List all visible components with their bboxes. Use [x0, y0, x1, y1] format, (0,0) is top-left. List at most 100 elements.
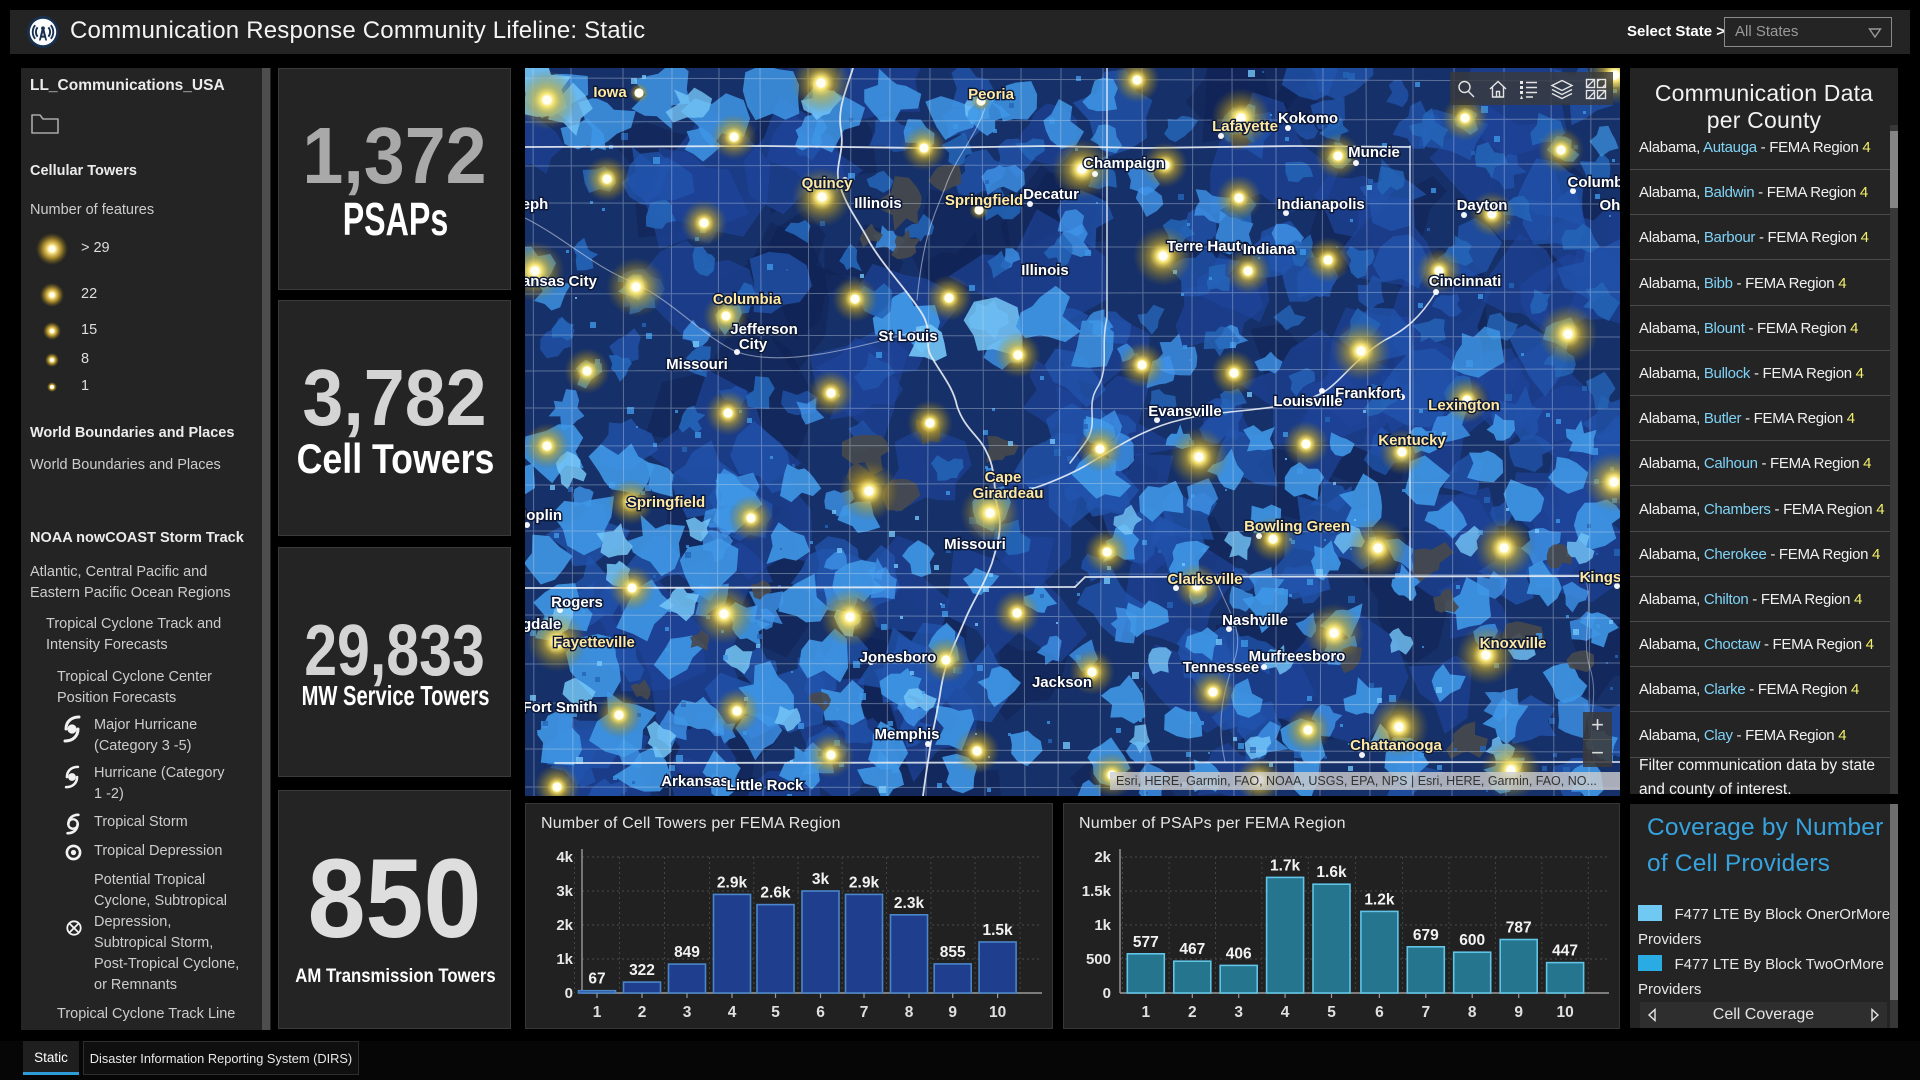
svg-text:Champaign: Champaign [1083, 155, 1165, 172]
svg-text:1.2k: 1.2k [1364, 891, 1395, 908]
svg-text:1.5k: 1.5k [983, 922, 1014, 939]
svg-text:Evansville: Evansville [1148, 403, 1221, 420]
svg-text:Muncie: Muncie [1348, 144, 1400, 161]
svg-text:eph: eph [525, 196, 548, 213]
svg-text:10: 10 [1556, 1004, 1573, 1021]
svg-text:2: 2 [1188, 1004, 1197, 1021]
svg-text:2.3k: 2.3k [894, 895, 925, 912]
svg-text:7: 7 [1421, 1004, 1430, 1021]
svg-text:Indianapolis: Indianapolis [1277, 196, 1365, 213]
svg-text:6: 6 [1375, 1004, 1384, 1021]
svg-text:Quincy: Quincy [802, 175, 854, 192]
svg-text:406: 406 [1226, 945, 1252, 962]
svg-text:Joplin: Joplin [525, 507, 562, 524]
svg-text:4k: 4k [556, 849, 573, 866]
svg-text:Clarksville: Clarksville [1167, 571, 1242, 588]
svg-text:Ohi: Ohi [1600, 197, 1621, 214]
svg-text:Columbu: Columbu [1568, 174, 1621, 191]
svg-text:2.9k: 2.9k [849, 874, 880, 891]
svg-text:Cincinnati: Cincinnati [1429, 273, 1502, 290]
svg-text:1k: 1k [556, 951, 573, 968]
svg-text:Rogers: Rogers [551, 594, 603, 611]
svg-text:849: 849 [674, 944, 700, 961]
svg-text:Tennessee: Tennessee [1183, 659, 1259, 676]
svg-text:Fort Smith: Fort Smith [525, 699, 598, 716]
svg-text:0: 0 [1103, 985, 1111, 1002]
svg-text:Missouri: Missouri [666, 356, 728, 373]
svg-text:Jonesboro: Jonesboro [860, 649, 937, 666]
svg-text:0: 0 [565, 985, 573, 1002]
svg-text:Kansas City: Kansas City [525, 273, 598, 290]
svg-text:322: 322 [629, 962, 655, 979]
svg-text:787: 787 [1506, 920, 1532, 937]
svg-text:1.5k: 1.5k [1082, 883, 1112, 900]
svg-text:Cape: Cape [985, 469, 1022, 486]
svg-text:ngdale: ngdale [525, 616, 561, 633]
svg-text:8: 8 [905, 1004, 914, 1021]
svg-text:679: 679 [1413, 927, 1439, 944]
svg-text:Kokomo: Kokomo [1278, 110, 1338, 127]
svg-text:2k: 2k [1094, 849, 1111, 866]
svg-text:Arkansas: Arkansas [661, 773, 729, 790]
svg-text:500: 500 [1086, 951, 1111, 968]
svg-text:Fayetteville: Fayetteville [553, 634, 635, 651]
svg-text:Columbia: Columbia [713, 291, 782, 308]
svg-text:1k: 1k [1094, 917, 1111, 934]
svg-text:855: 855 [940, 944, 966, 961]
svg-text:3k: 3k [812, 871, 830, 888]
svg-text:2k: 2k [556, 917, 573, 934]
svg-text:1.6k: 1.6k [1316, 864, 1347, 881]
svg-text:Terre Haute: Terre Haute [1167, 238, 1249, 255]
svg-text:9: 9 [948, 1004, 957, 1021]
svg-text:Peoria: Peoria [968, 86, 1015, 103]
svg-text:447: 447 [1552, 943, 1578, 960]
svg-text:Knoxville: Knoxville [1480, 635, 1547, 652]
svg-text:Little Rock: Little Rock [727, 777, 804, 794]
svg-text:Indiana: Indiana [1243, 241, 1296, 258]
svg-text:Murfreesboro: Murfreesboro [1249, 648, 1346, 665]
svg-text:67: 67 [588, 971, 605, 988]
svg-text:Decatur: Decatur [1023, 186, 1079, 203]
svg-text:St Louis: St Louis [878, 328, 937, 345]
svg-text:4: 4 [1281, 1004, 1290, 1021]
svg-text:5: 5 [1327, 1004, 1336, 1021]
svg-text:Jefferson: Jefferson [730, 321, 798, 338]
svg-text:467: 467 [1179, 941, 1205, 958]
svg-text:Lafayette: Lafayette [1212, 118, 1278, 135]
svg-text:2: 2 [638, 1004, 647, 1021]
svg-text:3: 3 [1234, 1004, 1243, 1021]
svg-text:3k: 3k [556, 883, 573, 900]
svg-text:Springfield: Springfield [945, 192, 1023, 209]
svg-text:2.6k: 2.6k [760, 885, 791, 902]
svg-text:Louisville: Louisville [1273, 393, 1342, 410]
svg-text:Kingsp: Kingsp [1580, 569, 1620, 586]
svg-text:Missouri: Missouri [944, 536, 1006, 553]
svg-text:Lexington: Lexington [1428, 397, 1500, 414]
svg-text:Bowling Green: Bowling Green [1244, 518, 1350, 535]
svg-text:9: 9 [1514, 1004, 1523, 1021]
svg-text:3: 3 [683, 1004, 692, 1021]
svg-text:1.7k: 1.7k [1270, 857, 1301, 874]
svg-text:City: City [739, 336, 768, 353]
svg-text:Jackson: Jackson [1032, 674, 1092, 691]
svg-text:Illinois: Illinois [1021, 262, 1069, 279]
svg-text:Frankfort: Frankfort [1335, 385, 1401, 402]
svg-text:10: 10 [989, 1004, 1006, 1021]
svg-text:4: 4 [728, 1004, 737, 1021]
svg-text:7: 7 [860, 1004, 869, 1021]
svg-text:5: 5 [771, 1004, 780, 1021]
svg-text:Nashville: Nashville [1222, 612, 1288, 629]
svg-text:Memphis: Memphis [874, 726, 939, 743]
svg-text:Kentucky: Kentucky [1378, 432, 1446, 449]
svg-text:Girardeau: Girardeau [973, 485, 1044, 502]
svg-text:Iowa: Iowa [593, 84, 627, 101]
svg-text:6: 6 [816, 1004, 825, 1021]
svg-text:Illinois: Illinois [854, 195, 902, 212]
svg-text:2.9k: 2.9k [717, 874, 748, 891]
svg-text:Springfield: Springfield [627, 494, 705, 511]
svg-text:1: 1 [593, 1004, 602, 1021]
svg-text:1: 1 [1141, 1004, 1150, 1021]
svg-text:8: 8 [1468, 1004, 1477, 1021]
svg-text:Dayton: Dayton [1457, 197, 1508, 214]
svg-text:577: 577 [1133, 934, 1159, 951]
